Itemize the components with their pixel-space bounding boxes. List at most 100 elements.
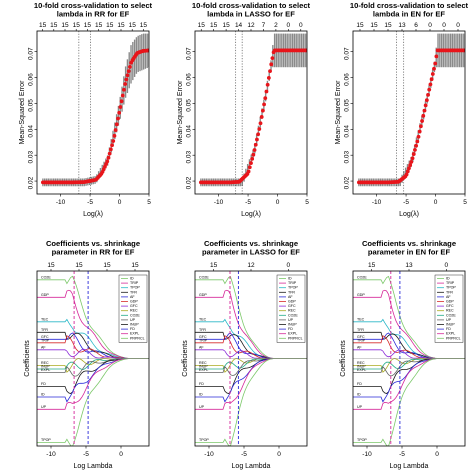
series-label: TFR [199,328,206,332]
x-tick-label: -10 [214,199,224,206]
mse-point [252,148,257,152]
top-tick-label: 15 [117,22,125,29]
legend-label: AF [130,295,135,299]
mse-point [264,89,269,94]
plot-area [356,31,465,194]
mse-point [433,61,438,66]
mse-point [265,82,270,87]
series-label: ID [41,393,45,397]
plot-frame [194,270,308,447]
y-tick-label: 0.04 [28,125,35,138]
mse-point [128,65,132,69]
mse-point [305,48,307,53]
top-tick-label: 15 [50,22,58,29]
mse-point [147,48,149,53]
top-tick-label: 13 [398,22,406,29]
top-tick-label: 0 [428,22,432,29]
top-tick-label: 15 [384,22,392,29]
mse-point [125,73,130,78]
series-label: UP [357,405,363,409]
mse-point [257,127,262,131]
mse-point [120,93,125,98]
mse-point [112,133,117,138]
chart-title-line1: 10-fold cross-validation to select [34,1,153,10]
y-tick-label: 0.05 [28,99,35,112]
mse-point [270,56,275,61]
series-label: TEC [357,317,365,321]
top-tick-label: 13 [405,262,413,269]
legend-label: PRPRCL [130,336,145,340]
mse-point [258,121,263,126]
mse-point [409,160,414,164]
series-label: EXPL [41,368,50,372]
mse-point [422,108,427,113]
coef-path [37,358,149,446]
mse-point [246,169,251,174]
chart-title-line1: 10-fold cross-validation to select [192,1,311,10]
top-tick-label: 15 [131,262,139,269]
legend-label: TPOP [446,286,456,290]
mse-point [262,102,266,107]
top-tick-label: 0 [445,262,449,269]
series-label: TEC [41,317,49,321]
chart-title-line2: parameter in LASSO for EF [202,248,300,257]
mse-point [407,166,411,171]
x-tick-label: 5 [305,199,309,206]
mse-point [268,69,272,74]
legend-box [434,274,464,343]
top-tick-label: 15 [210,262,218,269]
mse-point [123,82,128,86]
coef-path [353,358,465,394]
mse-point [117,110,122,115]
y-axis-label: Mean-Squared Error [177,80,184,144]
y-tick-label: 0.03 [186,150,193,163]
y-tick-label: 0.02 [344,176,351,189]
mse-point [255,137,259,142]
x-tick-label: -10 [56,199,66,206]
coef-path [37,358,149,373]
x-tick-label: -5 [245,199,251,206]
top-tick-label: 15 [84,22,92,29]
series-label: AF [199,345,204,349]
x-tick-label: 0 [435,451,439,458]
series-label: FD [199,382,204,386]
chart-title-line1: 10-fold cross-validation to select [350,1,469,10]
x-tick-label: 0 [276,199,280,206]
mse-point [259,115,264,119]
mse-point [418,124,423,129]
coef-path [195,358,307,410]
series-label: REC [41,361,49,365]
legend-label: GFC [446,304,454,308]
legend-label: ID [288,277,292,281]
y-tick-label: 0.06 [344,73,351,86]
mse-point [253,142,258,147]
y-tick-label: 0.07 [186,47,193,60]
top-tick-label: 15 [47,262,55,269]
x-tick-label: -5 [403,199,409,206]
legend-label: TFR [288,290,295,294]
y-tick-label: 0.04 [186,125,193,138]
series-label: UP [41,405,47,409]
y-tick-label: 0.03 [344,150,351,163]
mse-point [463,48,465,53]
x-axis-label: Log Lambda [232,463,271,470]
y-tick-label: 0.06 [28,73,35,86]
top-tick-label: 0 [442,22,446,29]
legend-label: FD [130,327,135,331]
coef-path [195,349,307,359]
coef-path [353,358,465,370]
top-tick-label: 0 [287,22,291,29]
mse-point [421,113,426,118]
mse-point [126,69,131,74]
series-label: TRIP [357,338,366,342]
legend-label: AF [446,295,451,299]
mse-point [116,116,120,121]
legend-label: FD [288,327,293,331]
top-tick-label: 15 [95,22,103,29]
series-label: INUP [199,365,208,369]
y-tick-label: 0.02 [186,176,193,189]
legend-label: UP [288,318,294,322]
legend-box [118,274,148,343]
y-tick-label: 0.07 [344,47,351,60]
y-tick-label: 0.04 [344,125,351,138]
